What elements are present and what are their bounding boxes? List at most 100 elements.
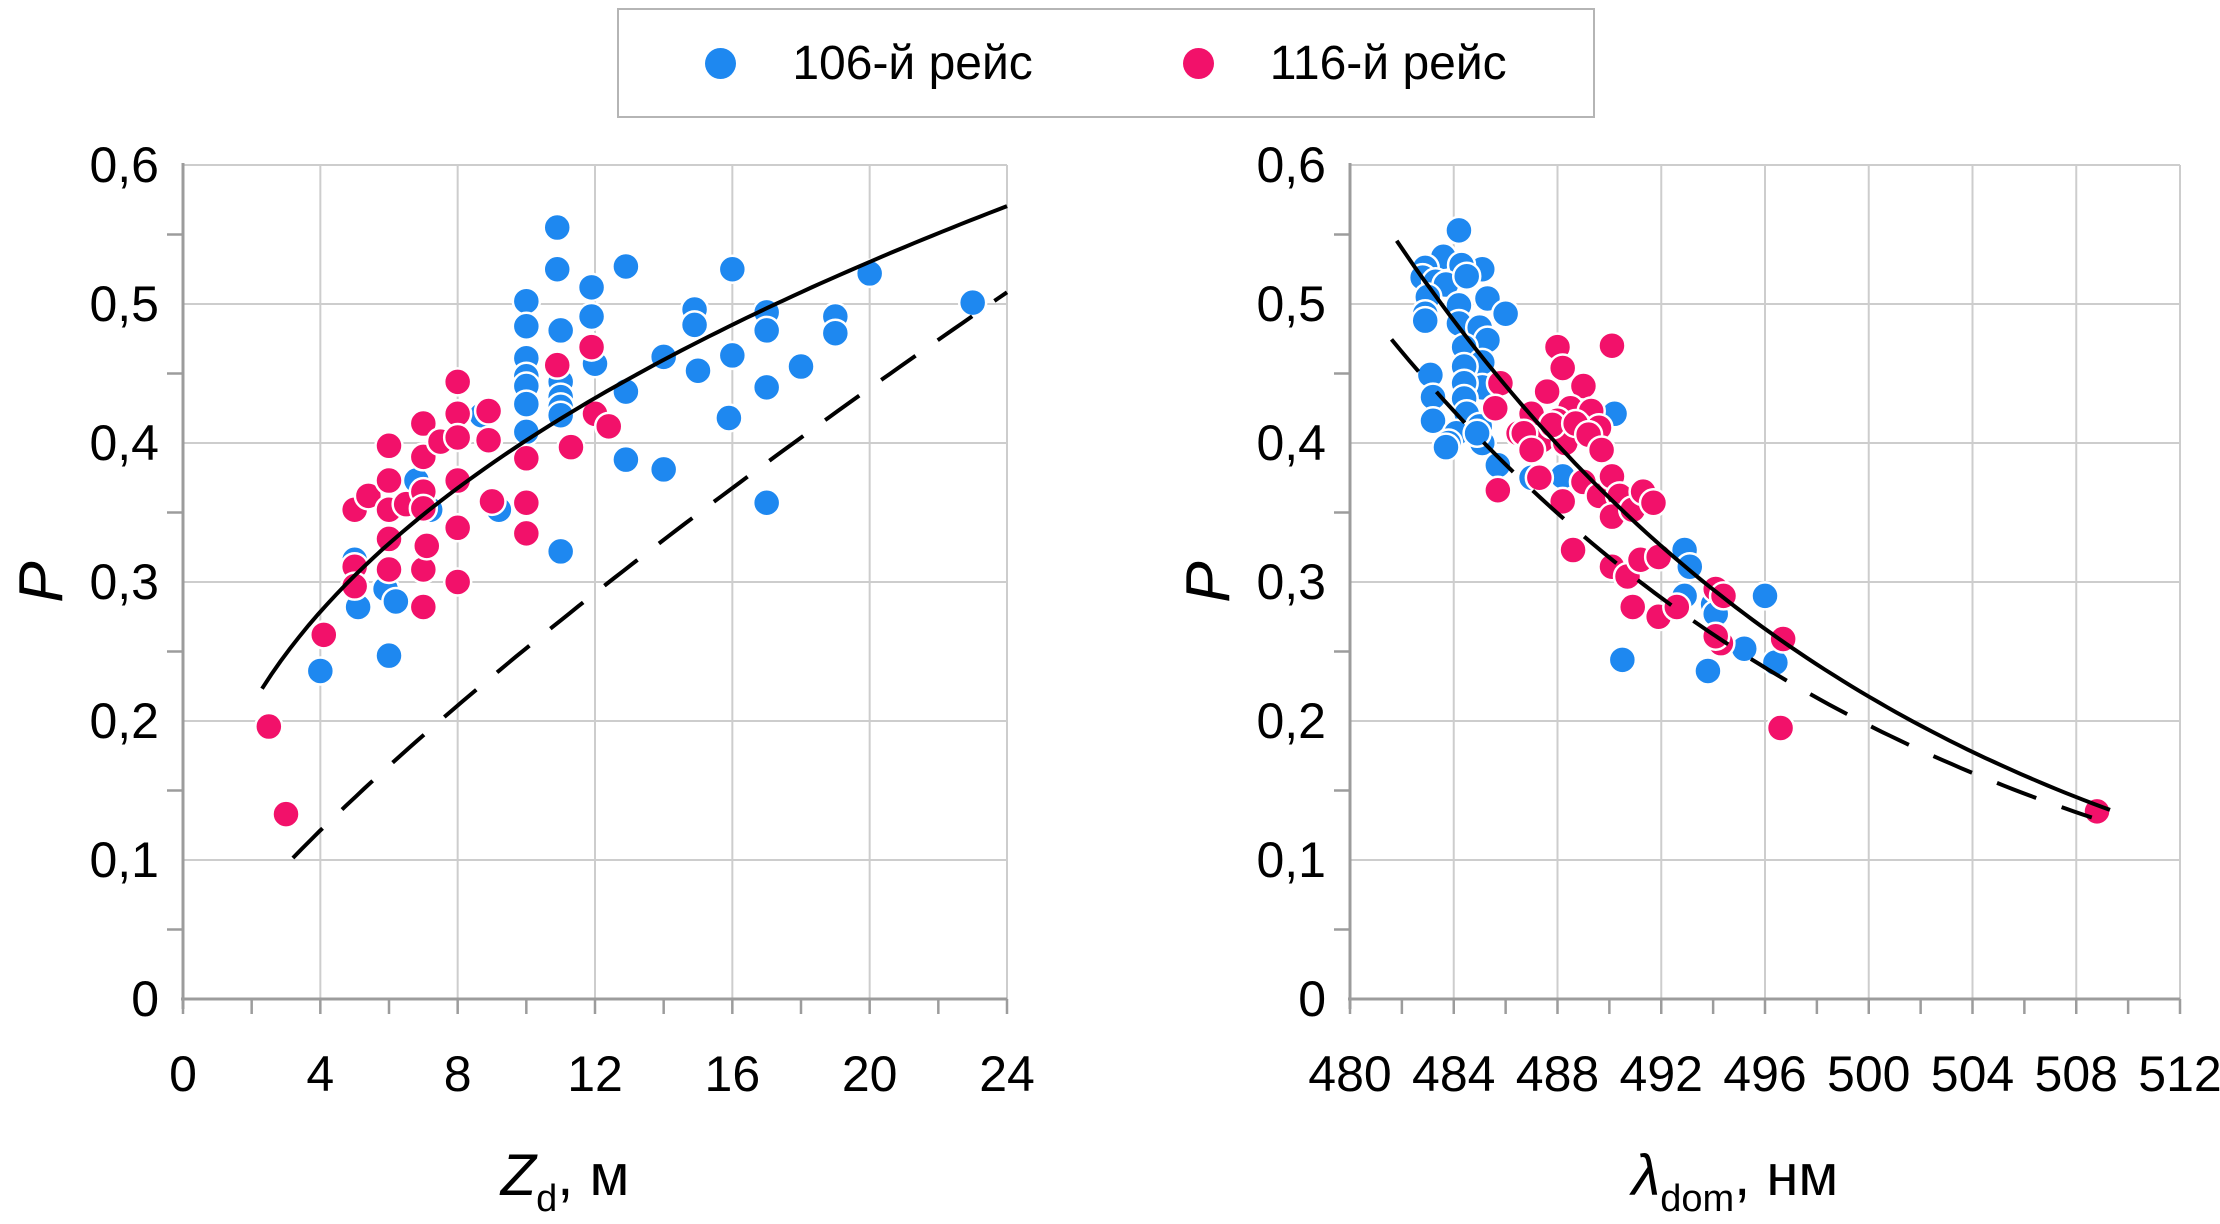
scatter-point [1765, 713, 1796, 743]
scatter-point [511, 389, 542, 419]
y-tick-label: 0,2 [1256, 693, 1326, 749]
scatter-point [1431, 432, 1461, 462]
x-axis-title: Zd, м [499, 1143, 630, 1220]
legend-label-106: 106-й рейс [792, 36, 1033, 90]
scatter-point [593, 411, 624, 442]
scatter-point [381, 586, 411, 617]
scatter-point [254, 711, 284, 742]
scatter-point [1643, 542, 1674, 572]
scatter-point [271, 799, 301, 829]
scatter-point [1532, 376, 1562, 407]
y-axis-title: P [7, 561, 76, 602]
x-tick-label: 492 [1620, 1046, 1703, 1102]
scatter-point [408, 493, 439, 524]
scatter-point [957, 287, 988, 318]
scatter-point [820, 318, 851, 348]
scatter-point [1675, 551, 1705, 582]
tick-marks [167, 233, 1009, 1014]
x-tick-label: 4 [306, 1046, 334, 1102]
scatter-point [542, 350, 572, 380]
scatter-point [412, 531, 442, 561]
scatter-point [751, 488, 782, 518]
legend-item-106: 106-й рейс [705, 36, 1033, 91]
x-tick-label: 480 [1308, 1046, 1391, 1102]
x-tick-label: 16 [705, 1046, 761, 1102]
y-tick-label: 0,2 [89, 693, 159, 749]
scatter-point [717, 340, 748, 371]
x-tick-label: 20 [842, 1046, 898, 1102]
scatter-point [473, 396, 504, 426]
scatter-point [1444, 215, 1474, 246]
scatter-point [442, 422, 473, 453]
scatter-point [374, 524, 404, 554]
scatter-point [1483, 475, 1513, 506]
scatter-point [511, 311, 542, 341]
scatter-point [408, 592, 439, 622]
scatter-point [1490, 298, 1521, 329]
scatter-point [473, 425, 504, 455]
scatter-point [374, 431, 404, 461]
scatter-point [556, 432, 586, 462]
scatter-point [339, 571, 370, 601]
scatter-point [545, 536, 576, 567]
series-106-й рейс [1407, 215, 1791, 686]
scatter-point [1597, 330, 1627, 361]
y-tick-label: 0,6 [89, 137, 159, 193]
scatter-point [1451, 261, 1482, 291]
scatter-point [576, 301, 607, 332]
x-tick-label: 508 [2035, 1046, 2118, 1102]
scatter-point [751, 372, 782, 403]
scatter-point [1638, 488, 1669, 518]
legend-marker-106-icon [705, 47, 737, 79]
x-axis-title: λdom, нм [1629, 1143, 1839, 1220]
x-tick-label: 484 [1412, 1046, 1495, 1102]
scatter-point [305, 656, 336, 686]
dashed-trend [291, 290, 1009, 860]
scatter-point [751, 315, 782, 346]
scatter-point [1586, 435, 1617, 465]
y-tick-label: 0 [131, 971, 159, 1027]
solid-trend [1395, 239, 2111, 812]
scatter-point [442, 367, 473, 397]
y-tick-label: 0,6 [1256, 137, 1326, 193]
y-tick-label: 0,5 [89, 276, 159, 332]
scatter-point [374, 554, 404, 585]
x-tick-label: 512 [2138, 1046, 2220, 1102]
scatter-point [1547, 486, 1578, 517]
x-tick-label: 488 [1516, 1046, 1599, 1102]
solid-trend [260, 204, 1008, 690]
y-tick-label: 0,3 [89, 554, 159, 610]
scatter-point [442, 513, 473, 543]
scatter-point [511, 518, 542, 549]
scatter-point [1516, 435, 1547, 465]
scatter-point [1558, 535, 1588, 565]
scatter-point [1617, 592, 1648, 622]
scatter-point [679, 310, 710, 340]
scatter-point [611, 251, 641, 282]
scatter-point [1480, 393, 1510, 423]
y-tick-label: 0,4 [89, 415, 159, 471]
scatter-point [442, 567, 473, 597]
series-116-й рейс [254, 332, 624, 829]
legend: 106-й рейс 116-й рейс [617, 8, 1595, 118]
scatter-point [511, 443, 542, 474]
scatter-point [477, 486, 507, 517]
scatter-point [511, 286, 542, 316]
y-tick-label: 0,3 [1256, 554, 1326, 610]
scatter-point [786, 351, 816, 382]
x-tick-label: 496 [1723, 1046, 1806, 1102]
legend-item-116: 116-й рейс [1182, 36, 1507, 91]
legend-marker-116-icon [1182, 47, 1214, 79]
y-tick-label: 0,1 [89, 832, 159, 888]
plot-0: 0 0,1 0,2 0,3 0,4 0,5 0,6 0 4 8 12 16 20 24 P Zd, м [7, 137, 1035, 1220]
x-tick-label: 500 [1827, 1046, 1910, 1102]
scatter-point [374, 640, 404, 671]
scatter-point [714, 403, 744, 433]
tick-marks [1334, 233, 2182, 1014]
scatter-point [1462, 418, 1492, 449]
scatter-point [648, 454, 679, 485]
scatter-point [542, 254, 572, 284]
scatter-point [1693, 656, 1723, 686]
series-116-й рейс [1480, 330, 2112, 827]
scatter-point [1418, 406, 1448, 436]
